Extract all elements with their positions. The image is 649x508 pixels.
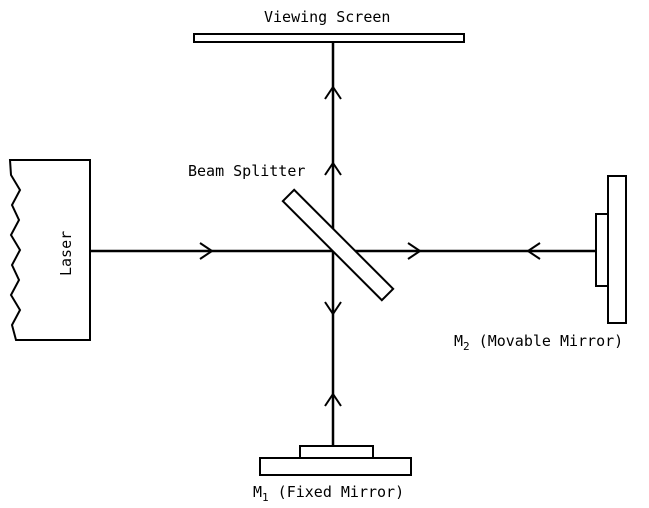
laser-housing [8,159,91,341]
arrow-up-to-screen-1 [324,85,342,100]
arrow-m2-to-splitter [526,242,541,260]
viewing-screen [193,33,465,43]
m2-label: M2 (Movable Mirror) [454,332,623,353]
arrow-up-to-screen-2 [324,161,342,176]
arrow-down-to-m1 [324,301,342,316]
m1-label: M1 (Fixed Mirror) [253,483,404,504]
viewing-screen-label: Viewing Screen [264,8,390,26]
arrow-splitter-to-m2 [407,242,422,260]
laser-label: Laser [57,231,75,276]
beam-splitter [281,188,395,302]
arrow-laser-to-splitter [199,242,214,260]
m2-mirror [607,175,627,324]
m1-mirror [259,457,412,476]
beam-splitter-label: Beam Splitter [188,162,305,180]
arrow-up-from-m1 [324,392,342,407]
